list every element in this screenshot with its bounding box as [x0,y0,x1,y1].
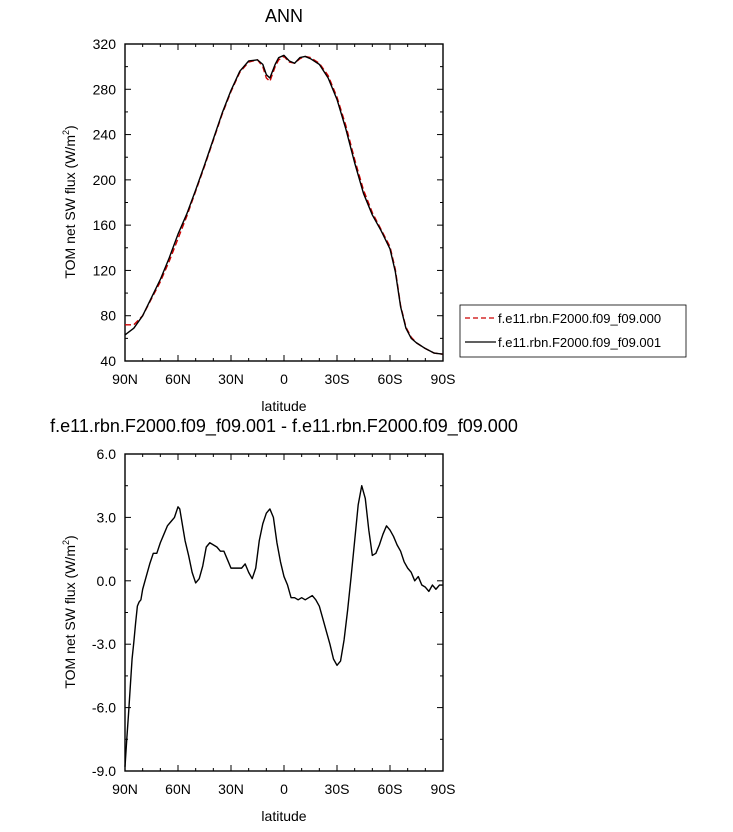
top-chart-title: ANN [265,6,303,26]
y-tick-label: 200 [93,172,117,188]
x-tick-label: 30S [325,371,350,387]
top-plot-frame [124,43,444,362]
y-tick-label: 80 [100,308,116,324]
y-tick-label: 40 [100,353,116,369]
x-tick-label: 30S [325,781,350,797]
y-tick-label: 280 [93,81,117,97]
y-tick-label: 3.0 [97,509,117,525]
top-series-group [124,54,444,355]
series-line-0 [124,485,443,767]
bottom-plot-frame [124,453,444,772]
x-tick-label: 0 [280,371,288,387]
legend-label-series-0: f.e11.rbn.F2000.f09_f09.000 [498,311,661,326]
x-tick-label: 90N [112,371,138,387]
bottom-chart-title: f.e11.rbn.F2000.f09_f09.001 - f.e11.rbn.… [50,416,518,437]
legend: f.e11.rbn.F2000.f09_f09.000 f.e11.rbn.F2… [459,304,687,358]
x-tick-label: 0 [280,781,288,797]
x-tick-label: 90S [431,781,456,797]
bottom-axis-ticks: 90N 60N 30N 0 30S 60S 90S -9.0 -6.0 -3.0 0.0 3.0 6.0 [92,446,456,797]
bottom-series-group [124,485,443,767]
top-y-axis-label: TOM net SW flux (W/m2) [61,125,78,278]
y-tick-label: 6.0 [97,446,117,462]
x-tick-label: 90S [431,371,456,387]
series-line-0 [125,55,444,355]
series-line-1 [124,54,444,355]
x-tick-label: 30N [218,371,244,387]
y-tick-label: 320 [93,36,117,52]
x-tick-label: 60N [165,371,191,387]
bottom-x-axis-label: latitude [261,808,306,824]
y-tick-label: 0.0 [97,573,117,589]
x-tick-label: 90N [112,781,138,797]
legend-frame [459,304,687,358]
y-tick-label: -3.0 [92,636,116,652]
x-tick-label: 60N [165,781,191,797]
x-tick-label: 60S [378,371,403,387]
legend-label-series-1: f.e11.rbn.F2000.f09_f09.001 [498,335,661,350]
x-tick-label: 30N [218,781,244,797]
top-x-axis-label: latitude [261,398,306,414]
x-tick-label: 60S [378,781,403,797]
bottom-y-axis-label: TOM net SW flux (W/m2) [61,535,78,688]
y-tick-label: 120 [93,262,117,278]
y-tick-label: 160 [93,217,117,233]
top-axis-ticks: 90N 60N 30N 0 30S 60S 90S 40 80 120 160 200 240 280 32… [93,36,456,387]
bottom-panel: f.e11.rbn.F2000.f09_f09.001 - f.e11.rbn.… [50,416,518,824]
y-tick-label: -6.0 [92,700,116,716]
y-tick-label: -9.0 [92,763,116,779]
top-panel: ANN 90N 60N 30N 0 30S 60S 90S 40 80 120 160 200 240 2… [61,6,687,414]
y-tick-label: 240 [93,127,117,143]
